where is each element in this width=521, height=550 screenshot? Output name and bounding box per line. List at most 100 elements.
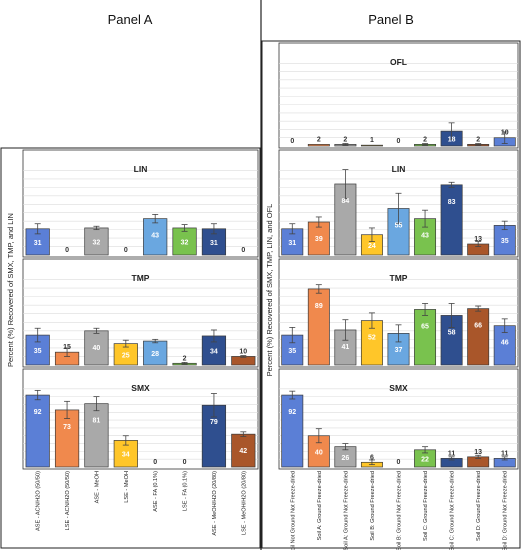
panel-a-title: Panel A — [108, 12, 153, 27]
data-label-b-smx-4: 0 — [397, 459, 401, 466]
data-label-b-tmp-2: 41 — [341, 344, 349, 351]
data-label-a-tmp-5: 2 — [183, 355, 187, 362]
subchart-frame-b-ofl — [278, 42, 519, 149]
data-label-b-smx-0: 92 — [288, 409, 296, 416]
data-label-a-tmp-6: 34 — [210, 348, 218, 355]
category-label-a-7: LSE - MeOH/H2O (20/80) — [241, 471, 247, 535]
subchart-title-a-lin: LIN — [134, 164, 148, 174]
data-label-a-tmp-7: 10 — [239, 348, 247, 355]
panel-a-ylabel: Percent (%) Recovered of SMX, TMP, and L… — [6, 213, 15, 367]
subchart-title-a-tmp: TMP — [132, 273, 150, 283]
data-label-a-lin-1: 0 — [65, 247, 69, 254]
data-label-b-ofl-7: 2 — [476, 136, 480, 143]
data-label-b-ofl-4: 0 — [397, 138, 401, 145]
subchart-title-b-lin: LIN — [392, 164, 406, 174]
category-label-b-2: Soil A: Ground Not Freeze-dried — [343, 471, 349, 550]
bar-b-tmp-5 — [414, 309, 437, 366]
data-label-b-tmp-3: 52 — [368, 335, 376, 342]
data-label-b-ofl-1: 2 — [317, 136, 321, 143]
category-label-b-5: Soil C: Ground Freeze-dried — [423, 471, 429, 541]
panel-b-ylabel: Percent (%) Recovered of SMX, TMP, LIN, … — [265, 204, 274, 377]
data-label-b-smx-5: 22 — [421, 456, 429, 463]
data-label-b-lin-8: 35 — [501, 238, 509, 245]
category-label-b-4: Soil B: Ground Not Freeze-dried — [397, 471, 403, 550]
data-label-b-lin-0: 31 — [288, 240, 296, 247]
data-label-b-smx-3: 6 — [370, 454, 374, 461]
data-label-a-smx-6: 79 — [210, 419, 218, 426]
data-label-b-smx-6: 11 — [448, 450, 456, 457]
data-label-b-tmp-7: 66 — [474, 323, 482, 330]
data-label-b-tmp-4: 37 — [395, 347, 403, 354]
subchart-title-b-smx: SMX — [389, 383, 408, 393]
panel-a-frame — [0, 147, 261, 549]
data-label-a-tmp-3: 25 — [122, 352, 130, 359]
bar-b-tmp-7 — [467, 308, 490, 366]
subchart-title-b-ofl: OFL — [390, 57, 407, 67]
category-label-a-5: LSE - FA (0.1%) — [183, 471, 189, 511]
data-label-a-tmp-4: 28 — [151, 351, 159, 358]
bar-a-smx-2 — [84, 403, 109, 468]
category-label-b-0: BulkSoil Not Ground Not Freeze-dried — [290, 471, 296, 550]
data-label-a-smx-1: 73 — [63, 424, 71, 431]
data-label-a-smx-5: 0 — [183, 459, 187, 466]
data-label-b-lin-3: 24 — [368, 243, 376, 250]
bar-a-tmp-7 — [231, 356, 256, 366]
category-label-a-3: LSE - MeOH — [124, 471, 130, 503]
data-label-b-smx-7: 13 — [474, 449, 482, 456]
data-label-b-lin-4: 55 — [395, 223, 403, 230]
category-label-a-4: ASE - FA (0.1%) — [153, 471, 159, 512]
bar-b-tmp-1 — [307, 288, 330, 366]
category-label-b-6: Soil C: Ground Not Freeze-dried — [450, 471, 456, 550]
panel-b-title: Panel B — [368, 12, 414, 27]
category-label-a-1: LSE - ACN/H2O (50/50) — [65, 471, 71, 531]
data-label-b-ofl-2: 2 — [343, 136, 347, 143]
bar-b-ofl-3 — [360, 144, 383, 147]
data-label-b-lin-1: 39 — [315, 236, 323, 243]
panel-b-frame — [261, 40, 521, 549]
data-label-b-tmp-5: 65 — [421, 323, 429, 330]
data-label-b-tmp-8: 46 — [501, 340, 509, 347]
data-label-a-smx-4: 0 — [153, 459, 157, 466]
data-label-a-lin-3: 0 — [124, 247, 128, 254]
bar-a-smx-0 — [25, 394, 50, 468]
data-label-b-tmp-0: 35 — [288, 348, 296, 355]
bar-b-smx-0 — [281, 394, 304, 468]
subchart-title-a-smx: SMX — [131, 383, 150, 393]
data-label-a-tmp-0: 35 — [34, 348, 42, 355]
data-label-b-lin-6: 83 — [448, 199, 456, 206]
data-label-a-smx-3: 34 — [122, 452, 130, 459]
subchart-title-b-tmp: TMP — [390, 273, 408, 283]
data-label-b-tmp-1: 89 — [315, 303, 323, 310]
data-label-b-lin-5: 43 — [421, 233, 429, 240]
category-label-a-2: ASE - MeOH — [94, 471, 100, 503]
bar-b-ofl-1 — [307, 143, 330, 147]
category-label-b-7: Soil D: Ground Freeze-dried — [476, 471, 482, 541]
data-label-b-ofl-0: 0 — [290, 138, 294, 145]
data-label-b-tmp-6: 58 — [448, 329, 456, 336]
data-label-a-lin-0: 31 — [34, 240, 42, 247]
data-label-b-ofl-6: 18 — [448, 137, 456, 144]
data-label-b-ofl-5: 2 — [423, 136, 427, 143]
category-label-b-1: Soil A: Ground Freeze-dried — [317, 471, 323, 540]
data-label-b-smx-2: 26 — [341, 455, 349, 462]
category-label-b-3: Soil B: Ground Freeze-dried — [370, 471, 376, 541]
category-label-a-0: ASE - ACN/H2O (50/50) — [36, 471, 42, 531]
data-label-a-lin-4: 43 — [151, 233, 159, 240]
data-label-b-smx-8: 11 — [501, 450, 509, 457]
category-label-b-8: Soil D: Ground Not Freeze-dried — [503, 471, 509, 550]
data-label-a-smx-0: 92 — [34, 409, 42, 416]
data-label-a-smx-7: 42 — [239, 448, 247, 455]
data-label-b-ofl-3: 1 — [370, 137, 374, 144]
bar-b-lin-6 — [440, 184, 463, 256]
data-label-b-smx-1: 40 — [315, 449, 323, 456]
data-label-a-lin-2: 32 — [93, 239, 101, 246]
data-label-a-smx-2: 81 — [93, 418, 101, 425]
data-label-b-lin-2: 84 — [341, 198, 349, 205]
data-label-a-lin-5: 32 — [181, 239, 189, 246]
category-label-a-6: ASE - MeOH/H2O (20/80) — [212, 471, 218, 536]
data-label-a-lin-6: 31 — [210, 240, 218, 247]
data-label-b-ofl-8: 10 — [501, 130, 509, 137]
data-label-a-tmp-2: 40 — [93, 345, 101, 352]
